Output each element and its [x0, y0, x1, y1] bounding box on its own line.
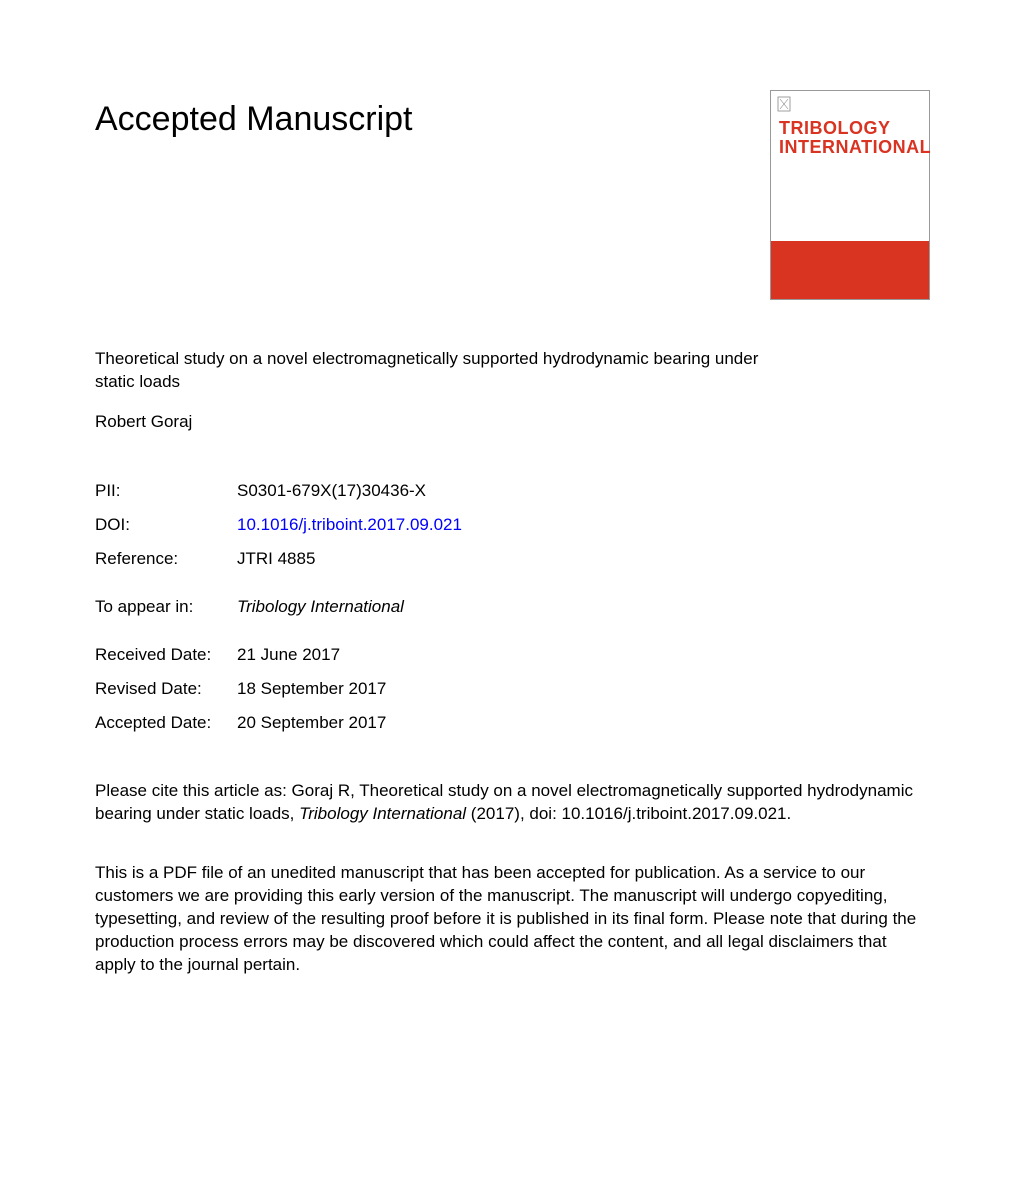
journal-cover-thumbnail: TRIBOLOGY INTERNATIONAL — [770, 90, 930, 300]
accepted-label: Accepted Date: — [95, 706, 237, 740]
meta-row-pii: PII: S0301-679X(17)30436-X — [95, 474, 930, 508]
page-title: Accepted Manuscript — [95, 100, 413, 139]
cover-top-bar — [771, 91, 929, 117]
cover-title-line2: INTERNATIONAL — [779, 138, 921, 157]
appear-label: To appear in: — [95, 590, 237, 624]
metadata-block: PII: S0301-679X(17)30436-X DOI: 10.1016/… — [95, 474, 930, 740]
disclaimer-text: This is a PDF file of an unedited manusc… — [95, 862, 930, 977]
meta-row-accepted: Accepted Date: 20 September 2017 — [95, 706, 930, 740]
citation-journal: Tribology International — [299, 804, 466, 823]
cover-lower-band — [771, 241, 929, 299]
dates-block: Received Date: 21 June 2017 Revised Date… — [95, 638, 930, 740]
publisher-logo-icon — [777, 96, 791, 112]
revised-value: 18 September 2017 — [237, 672, 386, 706]
cover-title-line1: TRIBOLOGY — [779, 119, 921, 138]
doi-label: DOI: — [95, 508, 237, 542]
cover-title-block: TRIBOLOGY INTERNATIONAL — [771, 117, 929, 163]
meta-row-received: Received Date: 21 June 2017 — [95, 638, 930, 672]
accepted-value: 20 September 2017 — [237, 706, 386, 740]
citation-suffix: (2017), doi: 10.1016/j.triboint.2017.09.… — [466, 804, 791, 823]
article-author: Robert Goraj — [95, 412, 930, 432]
received-value: 21 June 2017 — [237, 638, 340, 672]
meta-row-revised: Revised Date: 18 September 2017 — [95, 672, 930, 706]
doi-link[interactable]: 10.1016/j.triboint.2017.09.021 — [237, 515, 462, 534]
pii-value: S0301-679X(17)30436-X — [237, 474, 426, 508]
meta-row-appear: To appear in: Tribology International — [95, 590, 930, 624]
appear-value: Tribology International — [237, 590, 404, 624]
manuscript-page: Accepted Manuscript TRIBOLOGY INTERNATIO… — [0, 0, 1020, 1036]
article-title: Theoretical study on a novel electromagn… — [95, 348, 765, 394]
pii-label: PII: — [95, 474, 237, 508]
received-label: Received Date: — [95, 638, 237, 672]
reference-value: JTRI 4885 — [237, 542, 315, 576]
revised-label: Revised Date: — [95, 672, 237, 706]
meta-row-reference: Reference: JTRI 4885 — [95, 542, 930, 576]
meta-row-doi: DOI: 10.1016/j.triboint.2017.09.021 — [95, 508, 930, 542]
citation-text: Please cite this article as: Goraj R, Th… — [95, 780, 925, 826]
header-row: Accepted Manuscript TRIBOLOGY INTERNATIO… — [95, 100, 930, 300]
reference-label: Reference: — [95, 542, 237, 576]
